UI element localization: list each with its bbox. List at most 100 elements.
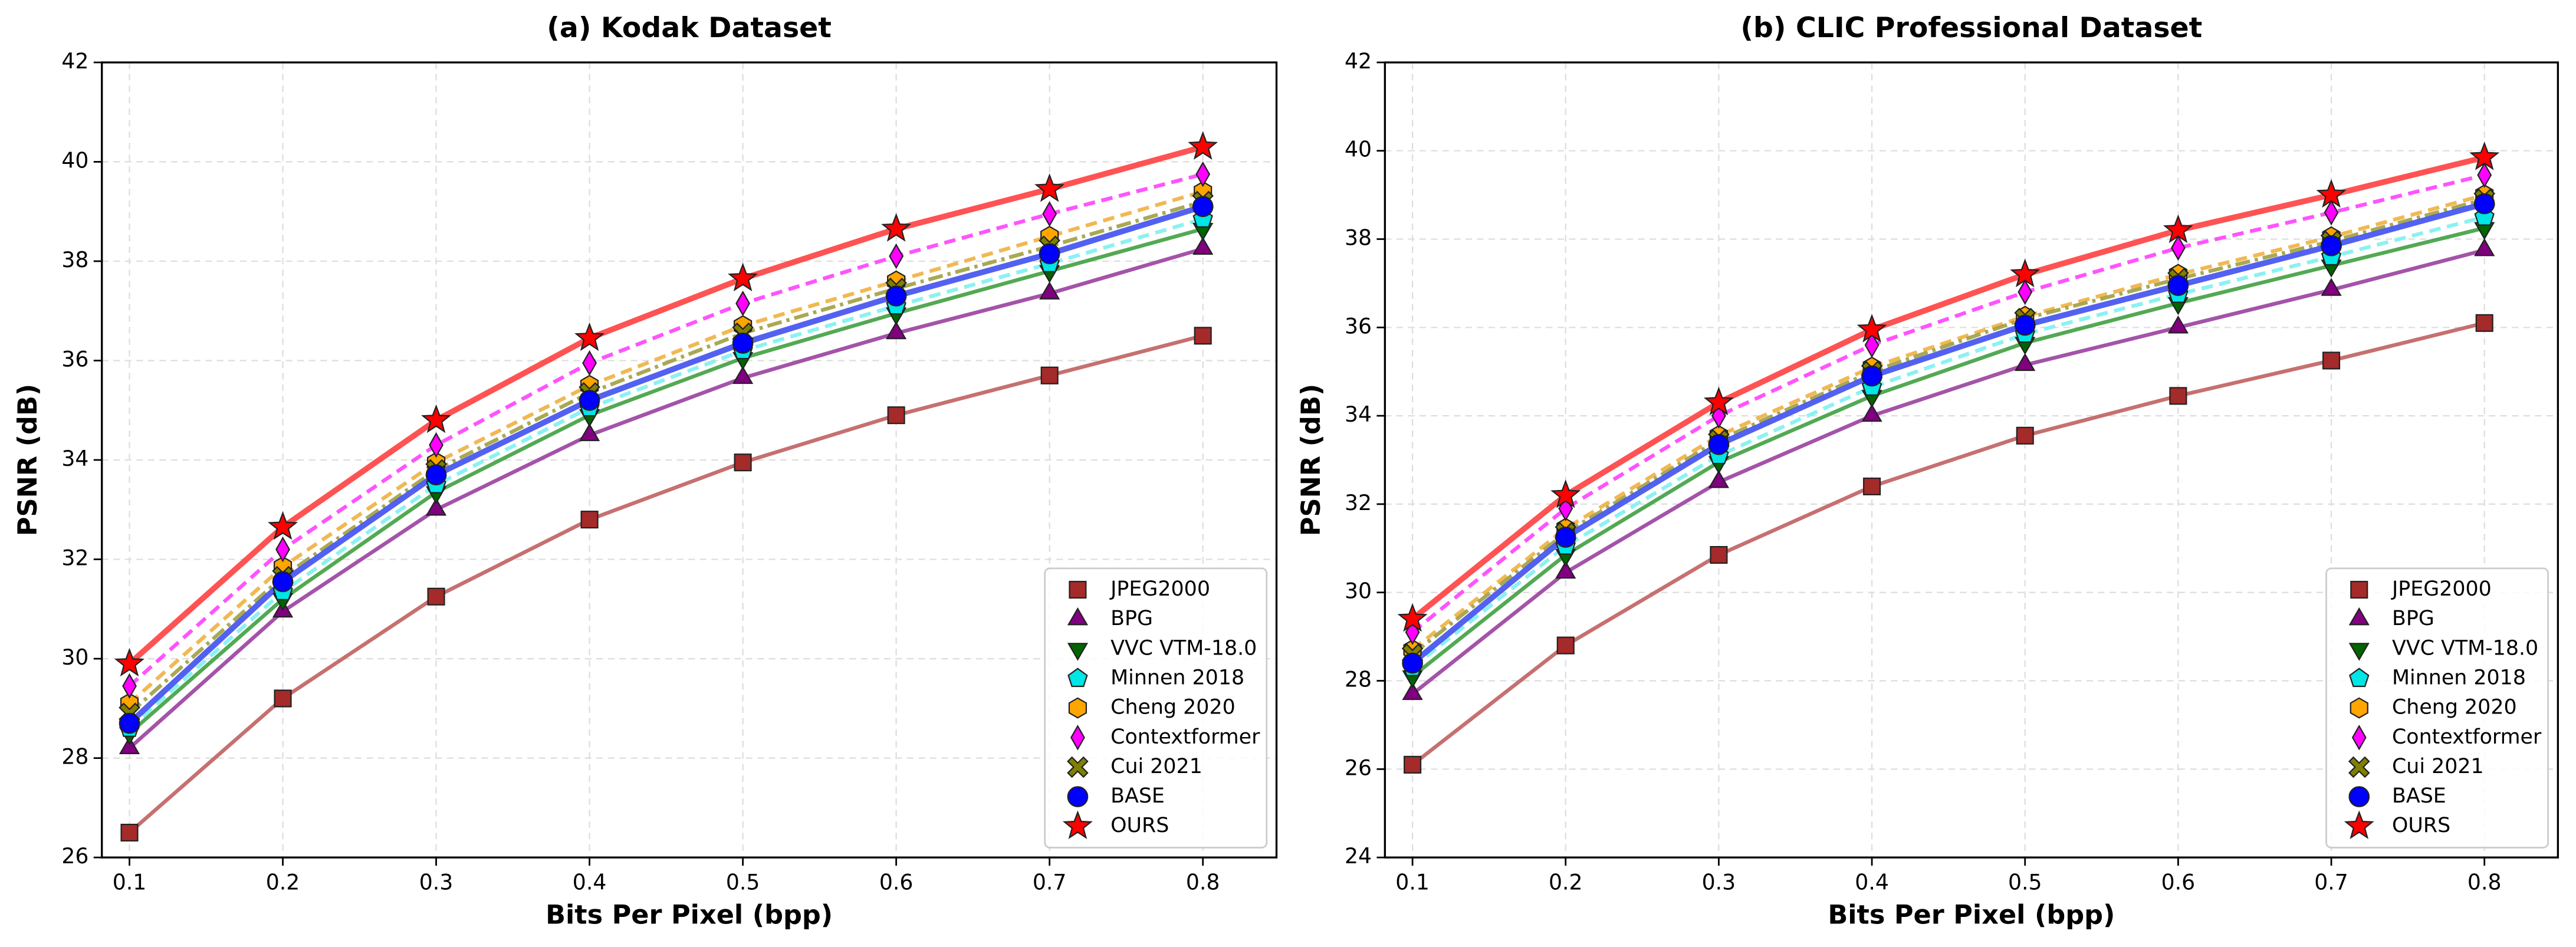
legend-marker bbox=[1069, 581, 1087, 599]
series-line bbox=[1411, 173, 2485, 634]
series-line bbox=[1411, 226, 2485, 678]
legend-marker bbox=[1068, 697, 1087, 719]
marker bbox=[1188, 131, 1218, 160]
marker bbox=[268, 511, 298, 540]
y-tick-label: 26 bbox=[1345, 755, 1372, 780]
x-tick-label: 0.6 bbox=[879, 870, 914, 895]
y-tick-label: 42 bbox=[1345, 48, 1372, 74]
marker bbox=[1034, 173, 1065, 202]
marker bbox=[2016, 426, 2034, 445]
marker bbox=[1039, 243, 1060, 265]
marker bbox=[1195, 161, 1211, 188]
y-tick-label: 42 bbox=[61, 48, 88, 74]
marker bbox=[119, 712, 140, 734]
marker bbox=[120, 823, 139, 842]
legend-box bbox=[1044, 567, 1268, 849]
marker bbox=[1708, 470, 1730, 488]
legend-label: VVC VTM-18.0 bbox=[1110, 636, 1257, 660]
legend-label: Contextformer bbox=[2392, 725, 2542, 749]
marker bbox=[2163, 214, 2193, 244]
series-line bbox=[128, 217, 1204, 730]
marker bbox=[1708, 433, 1730, 455]
x-tick-label: 0.8 bbox=[2467, 870, 2502, 895]
marker bbox=[728, 262, 758, 292]
x-tick-label: 0.5 bbox=[2008, 870, 2042, 895]
x-tick-label: 0.4 bbox=[1855, 870, 1889, 895]
y-tick-label: 30 bbox=[1345, 578, 1372, 604]
legend-label: VVC VTM-18.0 bbox=[2392, 636, 2538, 660]
plot-frame bbox=[101, 61, 1278, 859]
marker bbox=[2316, 179, 2347, 208]
legend-marker bbox=[1067, 643, 1089, 661]
y-tick-label: 40 bbox=[61, 147, 88, 173]
x-tick-label: 0.7 bbox=[1033, 870, 1067, 895]
y-tick-label: 32 bbox=[1345, 490, 1372, 515]
marker bbox=[735, 290, 751, 317]
y-tick-label: 38 bbox=[1345, 225, 1372, 250]
legend-marker bbox=[1067, 607, 1089, 626]
marker bbox=[1556, 636, 1575, 655]
marker bbox=[2475, 314, 2493, 332]
x-axis-label: Bits Per Pixel (bpp) bbox=[1828, 899, 2115, 930]
marker bbox=[1402, 652, 1423, 674]
marker bbox=[1857, 314, 1887, 343]
chart: (b) CLIC Professional Dataset Bits Per Pi… bbox=[1296, 12, 2559, 930]
legend-label: Contextformer bbox=[1110, 725, 1260, 749]
marker bbox=[1861, 365, 1882, 387]
series-line bbox=[1411, 154, 2485, 622]
legend-label: Cheng 2020 bbox=[1110, 696, 1236, 719]
marker bbox=[1404, 755, 1422, 774]
y-tick-label: 32 bbox=[61, 545, 88, 571]
marker bbox=[580, 511, 599, 529]
legend-label: JPEG2000 bbox=[2391, 577, 2492, 601]
marker bbox=[732, 366, 754, 384]
series-line bbox=[128, 189, 1204, 705]
x-axis-label: Bits Per Pixel (bpp) bbox=[546, 899, 833, 930]
legend-marker bbox=[2348, 607, 2370, 626]
marker bbox=[881, 213, 912, 242]
marker bbox=[2473, 193, 2495, 215]
series-line bbox=[1411, 198, 2485, 656]
legend-marker bbox=[1067, 756, 1089, 778]
x-tick-label: 0.8 bbox=[1186, 870, 1220, 895]
y-tick-label: 28 bbox=[61, 744, 88, 770]
marker bbox=[1861, 403, 1882, 422]
marker bbox=[734, 453, 752, 472]
marker bbox=[274, 689, 292, 708]
legend-label: BPG bbox=[2392, 607, 2434, 630]
legend-label: Minnen 2018 bbox=[2392, 666, 2526, 690]
marker bbox=[2015, 353, 2036, 371]
marker bbox=[275, 536, 290, 563]
y-tick-label: 30 bbox=[61, 645, 88, 670]
marker bbox=[1555, 527, 1576, 548]
legend-label: BASE bbox=[2392, 784, 2446, 808]
y-tick-label: 40 bbox=[1345, 137, 1372, 162]
marker bbox=[1710, 546, 1728, 564]
marker bbox=[732, 333, 754, 354]
series-line bbox=[1411, 193, 2485, 652]
x-tick-label: 0.5 bbox=[726, 870, 760, 895]
marker bbox=[2469, 142, 2500, 170]
legend-marker bbox=[1062, 810, 1093, 839]
marker bbox=[1402, 682, 1423, 701]
marker bbox=[2322, 351, 2341, 370]
marker bbox=[1192, 196, 1214, 218]
legend-marker bbox=[2350, 697, 2368, 719]
marker bbox=[889, 243, 904, 269]
chart: (a) Kodak Dataset Bits Per Pixel (bpp) PSN… bbox=[12, 12, 1278, 930]
legend-label: JPEG2000 bbox=[1109, 577, 1210, 601]
marker bbox=[1863, 477, 1881, 496]
y-axis-label: PSNR (dB) bbox=[1296, 384, 1326, 536]
legend-marker bbox=[1067, 667, 1088, 688]
series-line bbox=[127, 203, 1204, 726]
legend-marker bbox=[2348, 756, 2370, 778]
legend-label: OURS bbox=[1110, 814, 1169, 837]
series-line bbox=[128, 227, 1204, 735]
y-tick-label: 24 bbox=[1345, 843, 1372, 869]
x-tick-label: 0.2 bbox=[266, 870, 300, 895]
y-tick-label: 34 bbox=[1345, 402, 1372, 427]
marker bbox=[429, 432, 443, 458]
legend-label: OURS bbox=[2392, 814, 2450, 837]
marker bbox=[2167, 315, 2189, 334]
